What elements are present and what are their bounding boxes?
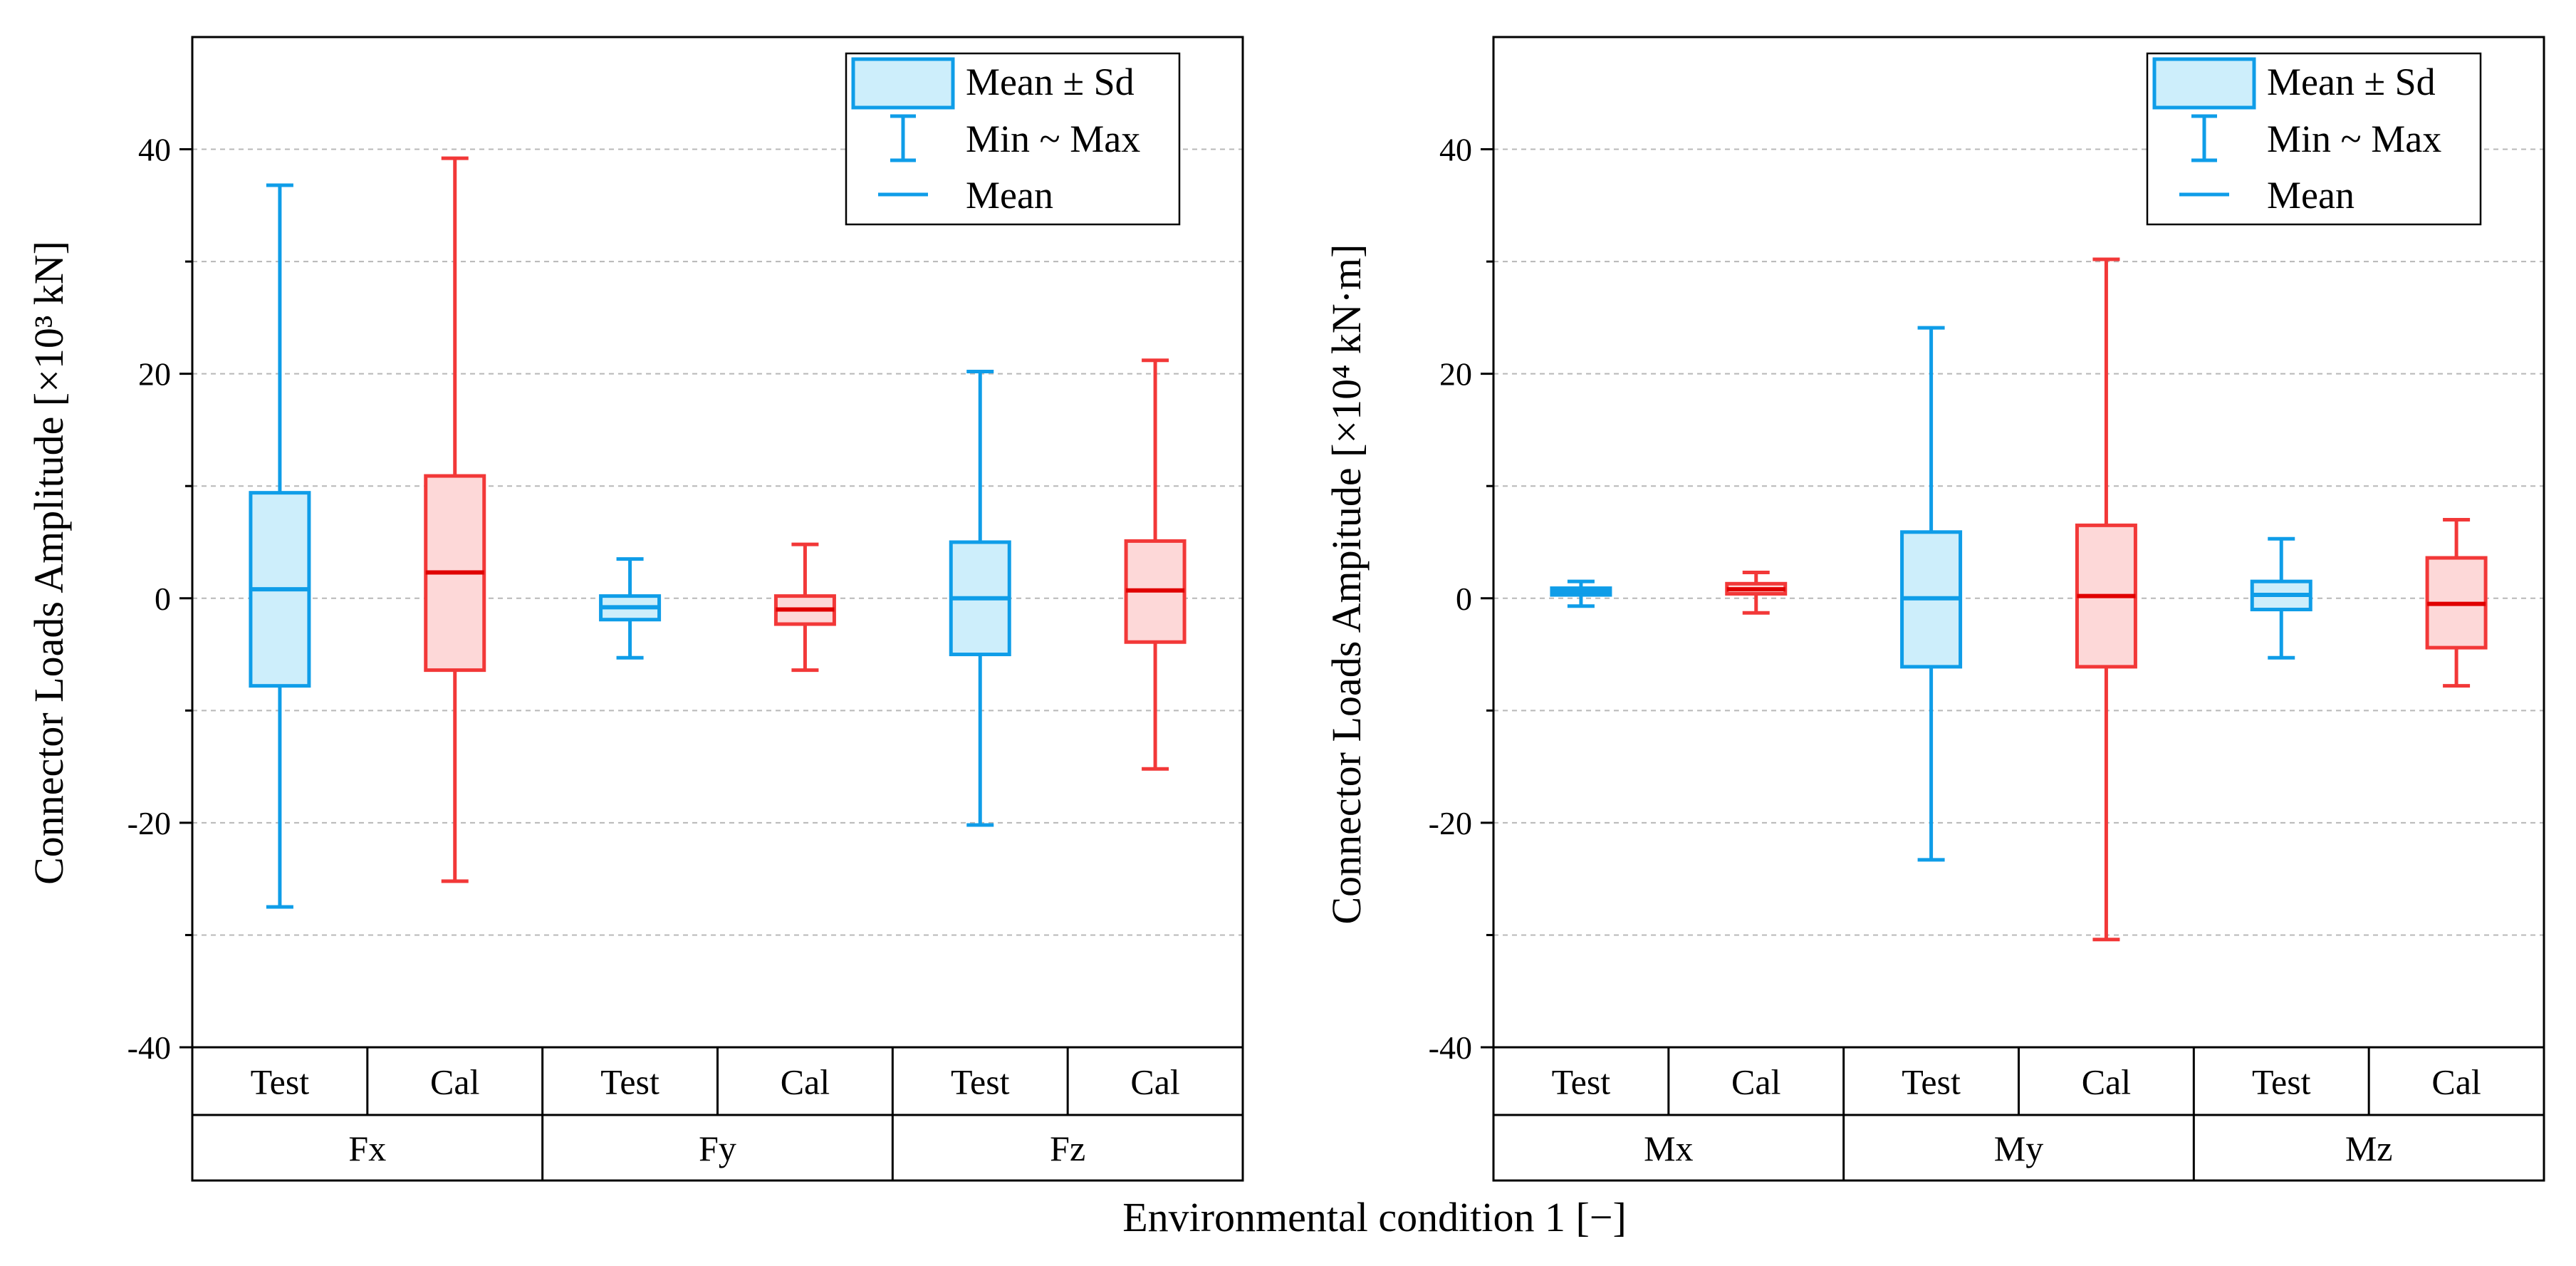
y-tick-label: -20	[1429, 805, 1472, 841]
box-label: Test	[600, 1062, 659, 1102]
y-tick-label: 20	[1439, 356, 1472, 393]
box-label: Cal	[1130, 1062, 1179, 1102]
box-label: Cal	[2082, 1062, 2131, 1102]
legend-label-range: Min ~ Max	[966, 118, 1140, 160]
y-axis-title: Connector Loads Ampitude [×10⁴ kN·m]	[1323, 244, 1370, 925]
box-label: Test	[951, 1062, 1010, 1102]
left-panel: 40 20 0 -20 -40 Connector Loads Amplitude [×1…	[26, 36, 1244, 1182]
legend-label-mean: Mean	[966, 174, 1053, 217]
legend-label-sd: Mean ± Sd	[966, 61, 1135, 103]
y-tick-label: -20	[127, 805, 171, 841]
group-label: Mz	[2345, 1128, 2393, 1168]
y-tick-label: -40	[127, 1029, 171, 1066]
box-label: Test	[251, 1062, 310, 1102]
x-axis-title: Environmental condition 1 [−]	[1122, 1194, 1627, 1240]
legend-label-range: Min ~ Max	[2267, 118, 2441, 160]
group-label: Fz	[1050, 1128, 1085, 1168]
y-tick-label: 0	[155, 581, 171, 617]
y-tick-label: 0	[1456, 581, 1472, 617]
box-label: Cal	[781, 1062, 830, 1102]
legend-sd-swatch	[2152, 57, 2256, 110]
y-tick-label: 40	[138, 132, 171, 168]
box-label: Test	[2252, 1062, 2311, 1102]
group-label: Fy	[699, 1128, 736, 1168]
box-label: Cal	[1731, 1062, 1780, 1102]
legend-sd-swatch	[851, 57, 955, 110]
group-label: My	[1994, 1128, 2043, 1168]
right-panel: 40 20 0 -20 -40 Connector Loads Ampitude [×10…	[1323, 36, 2545, 1182]
legend-label-mean: Mean	[2267, 174, 2355, 217]
group-label: Fx	[348, 1128, 386, 1168]
plot-frame	[1492, 36, 2545, 1182]
box-label: Test	[1552, 1062, 1611, 1102]
y-axis-title: Connector Loads Amplitude [×10³ kN]	[26, 241, 72, 885]
legend: Mean ± Sd Min ~ Max Mean	[2146, 52, 2482, 226]
box-label: Cal	[430, 1062, 479, 1102]
plot-frame	[191, 36, 1244, 1182]
group-label: Mx	[1644, 1128, 1693, 1168]
y-tick-label: 20	[138, 356, 171, 393]
box-label: Test	[1902, 1062, 1961, 1102]
legend-label-sd: Mean ± Sd	[2267, 61, 2436, 103]
legend: Mean ± Sd Min ~ Max Mean	[845, 52, 1181, 226]
y-tick-label: -40	[1429, 1029, 1472, 1066]
box-label: Cal	[2431, 1062, 2481, 1102]
y-tick-label: 40	[1439, 132, 1472, 168]
